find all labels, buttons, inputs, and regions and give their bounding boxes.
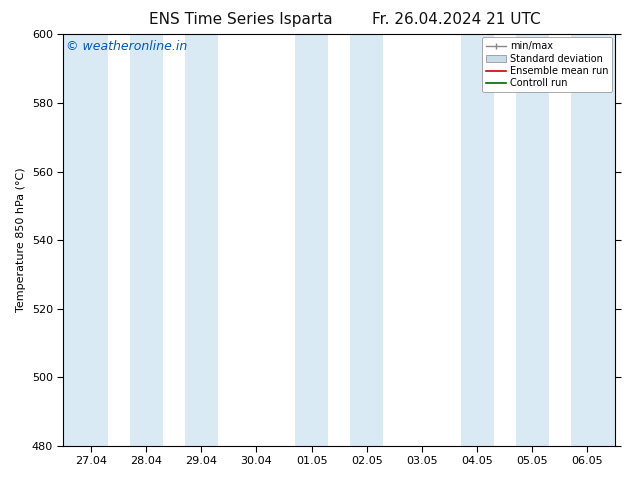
Y-axis label: Temperature 850 hPa (°C): Temperature 850 hPa (°C) [16, 168, 26, 313]
Bar [460, 34, 494, 446]
Bar [571, 34, 615, 446]
Bar [295, 34, 328, 446]
Text: ENS Time Series Isparta: ENS Time Series Isparta [149, 12, 333, 27]
Bar [129, 34, 163, 446]
Legend: min/max, Standard deviation, Ensemble mean run, Controll run: min/max, Standard deviation, Ensemble me… [482, 37, 612, 92]
Text: Fr. 26.04.2024 21 UTC: Fr. 26.04.2024 21 UTC [372, 12, 541, 27]
Bar [515, 34, 549, 446]
Bar [63, 34, 108, 446]
Bar [350, 34, 384, 446]
Bar [184, 34, 218, 446]
Text: © weatheronline.in: © weatheronline.in [66, 41, 188, 53]
